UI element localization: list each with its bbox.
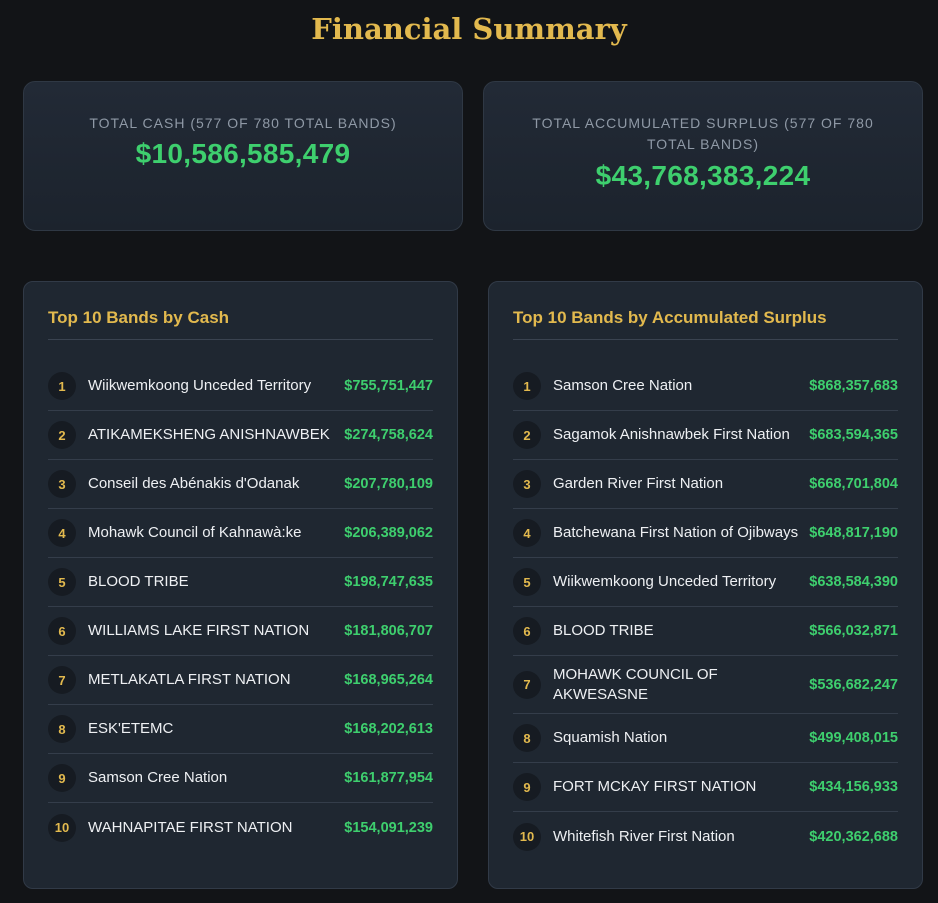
band-amount: $154,091,239 — [344, 819, 433, 836]
total-surplus-card: TOTAL ACCUMULATED SURPLUS (577 OF 780 TO… — [483, 81, 923, 231]
rank-badge: 6 — [513, 617, 541, 645]
band-amount: $868,357,683 — [809, 378, 898, 394]
list-item[interactable]: 1 Samson Cree Nation $868,357,683 — [513, 362, 898, 411]
band-name: Squamish Nation — [553, 729, 668, 746]
list-item[interactable]: 7 MOHAWK COUNCIL OF AKWESASNE $536,682,247 — [513, 656, 898, 714]
band-amount: $181,806,707 — [344, 623, 433, 639]
band-amount: $566,032,871 — [809, 623, 898, 639]
band-name: BLOOD TRIBE — [88, 573, 189, 590]
total-cash-card: TOTAL CASH (577 OF 780 TOTAL BANDS) $10,… — [23, 81, 463, 231]
page-title: Financial Summary — [311, 12, 627, 46]
list-item[interactable]: 6 BLOOD TRIBE $566,032,871 — [513, 607, 898, 656]
list-item[interactable]: 9 Samson Cree Nation $161,877,954 — [48, 754, 433, 803]
top-cash-list: 1 Wiikwemkoong Unceded Territory $755,751,… — [48, 362, 433, 852]
band-name: FORT MCKAY FIRST NATION — [553, 778, 757, 795]
band-amount: $499,408,015 — [809, 730, 898, 746]
band-name: Whitefish River First Nation — [553, 827, 735, 845]
band-name: Samson Cree Nation — [553, 377, 693, 394]
rank-badge: 5 — [48, 568, 76, 596]
top-surplus-title: Top 10 Bands by Accumulated Surplus — [513, 308, 898, 340]
rank-badge: 3 — [513, 470, 541, 498]
list-item[interactable]: 5 BLOOD TRIBE $198,747,635 — [48, 558, 433, 607]
total-cash-value: $10,586,585,479 — [135, 138, 351, 169]
list-item[interactable]: 3 Garden River First Nation $668,701,804 — [513, 460, 898, 509]
rank-badge: 9 — [48, 764, 76, 792]
total-cash-label: TOTAL CASH (577 OF 780 TOTAL BANDS) — [89, 115, 397, 131]
band-name: WILLIAMS LAKE FIRST NATION — [88, 622, 310, 639]
list-item[interactable]: 4 Batchewana First Nation of Ojibways $648… — [513, 509, 898, 558]
list-item[interactable]: 8 ESK'ETEMC $168,202,613 — [48, 705, 433, 754]
rank-badge: 1 — [513, 372, 541, 400]
list-item[interactable]: 1 Wiikwemkoong Unceded Territory $755,751,… — [48, 362, 433, 411]
rank-badge: 5 — [513, 568, 541, 596]
list-item[interactable]: 10 Whitefish River First Nation $420,362,6… — [513, 812, 898, 861]
list-item[interactable]: 8 Squamish Nation $499,408,015 — [513, 714, 898, 763]
band-name: Mohawk Council of Kahnawà:ke — [88, 524, 302, 541]
total-surplus-value: $43,768,383,224 — [595, 160, 811, 191]
band-amount: $274,758,624 — [344, 427, 433, 443]
band-amount: $536,682,247 — [809, 676, 898, 693]
band-name: Garden River First Nation — [553, 475, 724, 492]
rank-badge: 7 — [513, 670, 541, 699]
rank-badge: 7 — [48, 666, 76, 694]
list-item[interactable]: 4 Mohawk Council of Kahnawà:ke $206,389,06… — [48, 509, 433, 558]
list-item[interactable]: 5 Wiikwemkoong Unceded Territory $638,584,… — [513, 558, 898, 607]
rank-badge: 10 — [513, 822, 541, 851]
band-name: METLAKATLA FIRST NATION — [88, 671, 291, 688]
rank-badge: 8 — [48, 715, 76, 743]
rank-badge: 4 — [513, 519, 541, 547]
list-item[interactable]: 7 METLAKATLA FIRST NATION $168,965,264 — [48, 656, 433, 705]
band-name: Wiikwemkoong Unceded Territory — [88, 377, 312, 394]
band-name: WAHNAPITAE FIRST NATION — [88, 818, 293, 836]
band-amount: $638,584,390 — [809, 574, 898, 590]
top-surplus-list: 1 Samson Cree Nation $868,357,683 2 Sagamok … — [513, 362, 898, 861]
band-amount: $434,156,933 — [809, 779, 898, 795]
band-name: Batchewana First Nation of Ojibways — [553, 524, 799, 541]
rank-badge: 10 — [48, 813, 76, 842]
band-name: Wiikwemkoong Unceded Territory — [553, 573, 777, 590]
band-amount: $648,817,190 — [809, 525, 898, 541]
rank-badge: 2 — [513, 421, 541, 449]
band-name: Samson Cree Nation — [88, 769, 228, 786]
list-item[interactable]: 10 WAHNAPITAE FIRST NATION $154,091,239 — [48, 803, 433, 852]
band-amount: $161,877,954 — [344, 770, 433, 786]
top-cash-title: Top 10 Bands by Cash — [48, 308, 433, 340]
band-name: MOHAWK COUNCIL OF AKWESASNE — [553, 665, 718, 703]
rank-badge: 8 — [513, 724, 541, 752]
band-name: ESK'ETEMC — [88, 720, 174, 737]
band-amount: $420,362,688 — [809, 828, 898, 845]
band-name: ATIKAMEKSHENG ANISHNAWBEK — [88, 426, 330, 443]
total-surplus-label: TOTAL ACCUMULATED SURPLUS (577 OF 780 TO… — [532, 115, 874, 152]
rank-badge: 4 — [48, 519, 76, 547]
list-item[interactable]: 2 ATIKAMEKSHENG ANISHNAWBEK $274,758,624 — [48, 411, 433, 460]
rank-badge: 1 — [48, 372, 76, 400]
band-name: Conseil des Abénakis d'Odanak — [88, 475, 300, 492]
band-amount: $207,780,109 — [344, 476, 433, 492]
band-amount: $206,389,062 — [344, 525, 433, 541]
rank-badge: 6 — [48, 617, 76, 645]
band-amount: $198,747,635 — [344, 574, 433, 590]
top-surplus-panel: Top 10 Bands by Accumulated Surplus 1 Sam… — [488, 281, 923, 889]
rank-badge: 9 — [513, 773, 541, 801]
band-amount: $755,751,447 — [344, 378, 433, 394]
list-item[interactable]: 6 WILLIAMS LAKE FIRST NATION $181,806,707 — [48, 607, 433, 656]
list-item[interactable]: 3 Conseil des Abénakis d'Odanak $207,780,1… — [48, 460, 433, 509]
rank-badge: 2 — [48, 421, 76, 449]
top-cash-panel: Top 10 Bands by Cash 1 Wiikwemkoong Unced… — [23, 281, 458, 889]
list-item[interactable]: 2 Sagamok Anishnawbek First Nation $683,59… — [513, 411, 898, 460]
rank-badge: 3 — [48, 470, 76, 498]
list-item[interactable]: 9 FORT MCKAY FIRST NATION $434,156,933 — [513, 763, 898, 812]
band-amount: $668,701,804 — [809, 476, 898, 492]
band-name: BLOOD TRIBE — [553, 622, 654, 639]
band-amount: $168,202,613 — [344, 721, 433, 737]
band-name: Sagamok Anishnawbek First Nation — [553, 426, 790, 443]
band-amount: $683,594,365 — [809, 427, 898, 443]
band-amount: $168,965,264 — [344, 672, 433, 688]
